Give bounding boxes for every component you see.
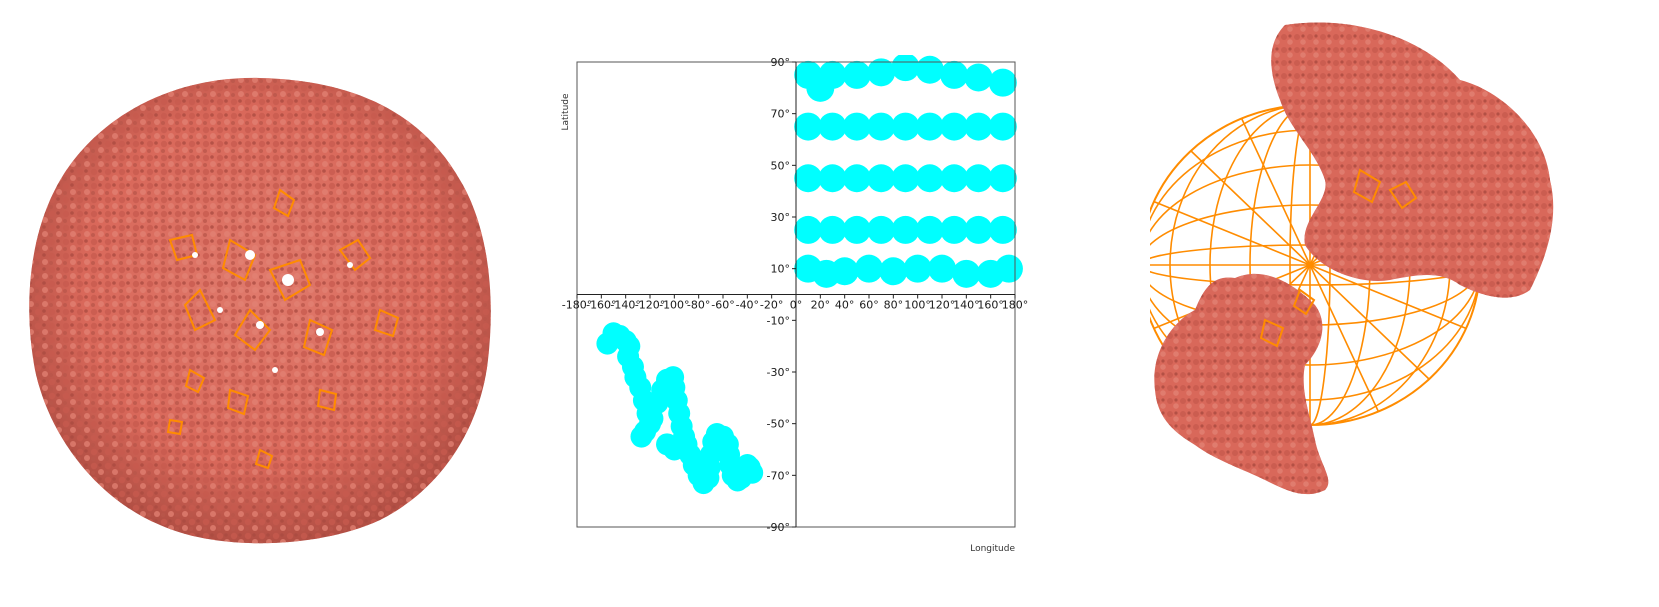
data-point (940, 215, 969, 244)
data-point (867, 215, 896, 244)
y-tick-label: 30° (771, 211, 791, 224)
y-tick-label: 50° (771, 159, 791, 172)
data-point (891, 112, 920, 141)
protein-cluster-bottom (1154, 273, 1329, 495)
data-point (964, 215, 993, 244)
y-axis-title: Latitude (561, 93, 571, 131)
data-point (952, 259, 981, 288)
data-point (988, 112, 1017, 141)
capsid-surface-icon (29, 77, 491, 544)
x-tick-label: 140° (953, 299, 980, 312)
data-point (988, 164, 1017, 193)
data-point (988, 215, 1017, 244)
x-tick-label: -180° (562, 299, 592, 312)
x-tick-label: 40° (835, 299, 855, 312)
data-point (741, 461, 764, 484)
data-point (964, 63, 993, 92)
data-point (842, 164, 871, 193)
data-point (940, 60, 969, 89)
data-point (994, 254, 1023, 283)
x-tick-label: 160° (977, 299, 1004, 312)
data-point (867, 58, 896, 87)
data-point (818, 215, 847, 244)
y-tick-label: -50° (767, 418, 790, 431)
y-tick-label: -10° (767, 314, 790, 327)
x-tick-label: -140° (610, 299, 640, 312)
protein-cluster-top (1271, 22, 1554, 298)
partial-capsid-view (1139, 20, 1570, 530)
data-point (879, 257, 908, 286)
y-tick-label: -70° (767, 469, 790, 482)
data-point (915, 112, 944, 141)
x-tick-label: -100° (659, 299, 689, 312)
axis-ticks: -180°-160°-140°-120°-100°-80° -60° -40° -20… (562, 56, 1028, 534)
x-tick-label: -40° (736, 299, 759, 312)
data-point (818, 60, 847, 89)
data-point (891, 164, 920, 193)
x-tick-label: -20° (760, 299, 783, 312)
data-point (867, 112, 896, 141)
x-tick-label: 20° (811, 299, 831, 312)
data-point (964, 164, 993, 193)
x-tick-label: 80° (884, 299, 904, 312)
data-point (656, 433, 679, 456)
x-tick-label: -60° (711, 299, 734, 312)
data-point (940, 164, 969, 193)
data-point (915, 164, 944, 193)
y-tick-label: 10° (771, 263, 791, 276)
y-tick-label: 70° (771, 108, 791, 121)
data-point (842, 215, 871, 244)
capsid-wireframe-icon (1139, 22, 1554, 495)
x-tick-label: 0° (790, 299, 803, 312)
series-points (596, 53, 1023, 495)
data-point (818, 112, 847, 141)
chart-svg: -180°-160°-140°-120°-100°-80° -60° -40° -20… (561, 53, 1028, 554)
data-point (867, 164, 896, 193)
data-point (988, 68, 1017, 97)
data-point (794, 112, 823, 141)
capsid-surface-view (20, 70, 500, 550)
data-point (630, 425, 653, 448)
data-point (842, 112, 871, 141)
data-point (964, 112, 993, 141)
x-tick-label: 180° (1002, 299, 1029, 312)
data-point (891, 215, 920, 244)
data-point (842, 60, 871, 89)
data-point (818, 164, 847, 193)
x-tick-label: -80° (687, 299, 710, 312)
data-point (915, 55, 944, 84)
data-point (915, 215, 944, 244)
x-tick-label: -120° (635, 299, 665, 312)
capsid-body (29, 77, 491, 544)
x-tick-label: 100° (904, 299, 931, 312)
data-point (794, 215, 823, 244)
lat-lon-chart: -180° -160° -140° -120° -100° -80° -60° -40° -20… (560, 53, 1080, 595)
data-point (830, 257, 859, 286)
x-axis-title: Longitude (970, 544, 1015, 554)
x-tick-label: 120° (929, 299, 956, 312)
orange-lattice-fragments (1259, 168, 1418, 348)
capsid-holes (192, 250, 353, 373)
data-point (855, 254, 883, 283)
data-point (928, 254, 956, 283)
y-tick-label: 90° (771, 56, 791, 69)
data-point (940, 112, 969, 141)
data-point (891, 53, 920, 82)
x-tick-label: 60° (859, 299, 879, 312)
data-point (794, 164, 823, 193)
x-tick-label: -160° (586, 299, 616, 312)
y-tick-label: -90° (767, 521, 790, 534)
data-point (903, 254, 932, 283)
y-tick-label: -30° (767, 366, 790, 379)
